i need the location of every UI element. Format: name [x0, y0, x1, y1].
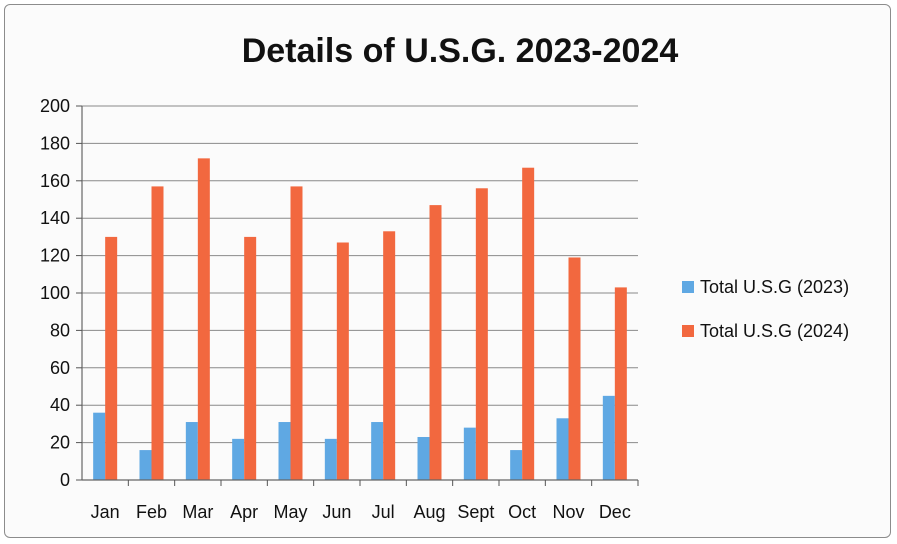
x-tick-label: Jan — [91, 502, 120, 522]
bar-2024-jun — [336, 242, 349, 480]
bar-2023-jan — [93, 412, 106, 480]
x-tick-label: Nov — [552, 502, 584, 522]
y-tick-label: 60 — [50, 358, 70, 378]
bar-2024-aug — [429, 205, 442, 481]
legend: Total U.S.G (2023) Total U.S.G (2024) — [682, 277, 849, 341]
x-tick-label: Oct — [508, 502, 536, 522]
gridlines — [82, 105, 638, 444]
chart-title: Details of U.S.G. 2023-2024 — [242, 32, 679, 70]
y-tick-label: 180 — [40, 133, 70, 153]
bar-2023-mar — [185, 422, 198, 480]
x-tick-label: Dec — [599, 502, 631, 522]
bar-2023-feb — [139, 450, 152, 480]
legend-swatch — [682, 325, 694, 337]
x-tick-label: Aug — [413, 502, 445, 522]
bar-2023-aug — [417, 436, 430, 480]
y-tick-label: 0 — [60, 470, 70, 490]
y-tick-label: 20 — [50, 433, 70, 453]
bar-2024-jan — [105, 236, 118, 480]
x-tick-label: Mar — [182, 502, 213, 522]
bar-2024-feb — [151, 186, 164, 480]
bar-2023-sept — [463, 427, 476, 480]
bar-2023-may — [278, 422, 291, 480]
x-tick-label: Jun — [322, 502, 351, 522]
y-tick-label: 80 — [50, 320, 70, 340]
bar-2023-oct — [510, 450, 523, 480]
y-tick-label: 40 — [50, 395, 70, 415]
legend-swatch — [682, 281, 694, 293]
bar-2023-dec — [602, 395, 615, 480]
bar-2024-nov — [568, 257, 581, 480]
y-tick-label: 160 — [40, 171, 70, 191]
x-axis-ticks: Jan Feb Mar Apr May Jun Jul Aug Sept Oct Nov Dec — [91, 480, 639, 522]
x-tick-label: Apr — [230, 502, 258, 522]
x-tick-label: Jul — [372, 502, 395, 522]
bar-2024-may — [290, 186, 303, 480]
y-axis-ticks: 0 20 40 60 80 100 120 140 160 180 200 — [40, 96, 82, 490]
y-tick-label: 140 — [40, 208, 70, 228]
bar-2024-dec — [614, 287, 627, 480]
bar-2024-jul — [383, 231, 396, 480]
legend-label: Total U.S.G (2023) — [700, 277, 849, 297]
y-tick-label: 200 — [40, 96, 70, 116]
y-tick-label: 100 — [40, 283, 70, 303]
y-tick-label: 120 — [40, 246, 70, 266]
bar-2023-jul — [371, 422, 384, 480]
legend-label: Total U.S.G (2024) — [700, 321, 849, 341]
bar-2024-mar — [197, 158, 210, 481]
bar-2023-apr — [232, 438, 245, 480]
bar-2024-sept — [475, 188, 488, 480]
x-tick-label: Sept — [457, 502, 494, 522]
bars — [93, 158, 627, 481]
x-tick-label: May — [273, 502, 307, 522]
bar-2024-oct — [522, 167, 535, 480]
x-tick-label: Feb — [136, 502, 167, 522]
bar-2024-apr — [244, 236, 257, 480]
bar-2023-jun — [324, 438, 337, 480]
bar-2023-nov — [556, 418, 569, 480]
